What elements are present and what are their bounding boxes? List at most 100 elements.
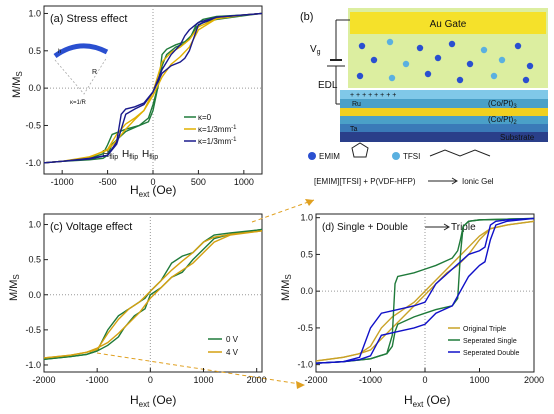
edl-label: EDL (318, 80, 338, 91)
ion-particle (358, 42, 366, 50)
emim-label: EMIM (319, 152, 340, 161)
panel-b-device-schematic: (b) Au Gate Vg EDL + + + + + + + + Ru Ta… (300, 8, 548, 186)
inset-h-label: h (58, 49, 61, 55)
gel-label: Ionic Gel (462, 177, 494, 186)
panel-d-title-arrowhead (443, 223, 450, 231)
inset-R-label: R (92, 69, 97, 76)
panel-c-xlabel: Hext (Oe) (130, 393, 176, 409)
copt-label-top: (Co/Pt)3 (488, 99, 517, 110)
edl-layer (340, 90, 548, 99)
ion-particle (448, 40, 456, 48)
panel-c-voltage-effect: (c) Voltage effect 0 V 4 V M/MS Hext (Oe) (8, 213, 263, 409)
x-tick-label: 0 (148, 375, 153, 385)
au-gate-layer (350, 12, 546, 34)
panel-c-legend: 0 V 4 V (208, 335, 239, 357)
panel-c-title: (c) Voltage effect (50, 221, 132, 233)
x-tick-label: -500 (99, 177, 117, 187)
copt-bottom-layer (340, 116, 548, 124)
copt-label-bottom: (Co/Pt)2 (488, 115, 517, 126)
panel-d-legend: Original Triple Seperated Single Seperat… (448, 326, 520, 357)
tfsi-ion-icon (392, 152, 400, 160)
panel-a-stress-effect: (a) Stress effect h R κ=1/R Hflip Hflip … (11, 5, 263, 199)
legend-label-kappa0: κ=0 (198, 113, 212, 122)
panel-d-title: (d) Single + Double (322, 222, 408, 233)
connector-arrowhead-bottom (296, 381, 305, 389)
panel-1-plot: -2000 -1000 0 1000 2000 -1.0 -0.5 0.0 0.5 1.0 (25, 214, 267, 385)
series-0-descending-branch (315, 220, 535, 362)
ion-particle (386, 38, 394, 46)
series-0-descending-branch (43, 228, 263, 361)
ion-particles (356, 38, 534, 84)
copt-top-layer (340, 99, 548, 108)
panel-c-frame (43, 213, 263, 373)
inset-curved-film (53, 43, 109, 59)
au-gate-label: Au Gate (430, 19, 467, 30)
emim-ion-icon (308, 152, 316, 160)
panel-0-plot: -1000 -500 0 500 1000 -1.0 -0.5 0.0 0.5 1.0 (25, 6, 263, 187)
x-tick-label: 0 (150, 177, 155, 187)
ion-particle (522, 76, 530, 84)
y-tick-label: -0.5 (25, 325, 41, 335)
y-tick-label: 0.0 (28, 83, 41, 93)
connector-arrowhead-top (305, 199, 314, 206)
y-tick-label: 1.0 (300, 213, 313, 223)
ion-particle (370, 56, 378, 64)
legend-label-4v: 4 V (226, 348, 239, 357)
edl-plus-row: + + + + + + + + (350, 92, 396, 99)
panel-d-ylabel: M/MS (280, 274, 293, 301)
connector-arrow-bottom (89, 351, 301, 385)
x-tick-label: 0 (422, 375, 427, 385)
x-tick-label: 1000 (234, 177, 254, 187)
x-tick-label: -1000 (359, 375, 382, 385)
y-tick-label: 0.5 (28, 46, 41, 56)
ion-particle (356, 72, 364, 80)
series-0-ascending-branch (315, 220, 535, 362)
gel-arrow-head (451, 177, 458, 185)
x-tick-label: 1000 (193, 375, 213, 385)
panel-a-hflip-labels: Hflip Hflip Hflip (102, 149, 158, 161)
ion-particle (456, 76, 464, 84)
x-tick-label: 1000 (469, 375, 489, 385)
ion-particle (514, 42, 522, 50)
legend-label-0v: 0 V (226, 335, 239, 344)
series-2-descending-branch (43, 12, 263, 164)
substrate-label: Substrate (500, 133, 535, 142)
x-tick-label: -2000 (304, 375, 327, 385)
x-tick-label: -1000 (86, 375, 109, 385)
ion-particle (434, 54, 442, 62)
panel-c-ylabel: M/MS (8, 274, 21, 301)
y-tick-label: 0.5 (300, 249, 313, 259)
ion-particle (388, 74, 396, 82)
panel-d-xlabel: Hext (Oe) (404, 393, 450, 409)
y-tick-label: -0.5 (25, 120, 41, 130)
ion-particle (402, 60, 410, 68)
connector-arrow-top (251, 199, 315, 223)
series-1-ascending-branch (43, 230, 263, 359)
panel-a-xlabel: Hext (Oe) (130, 183, 176, 199)
ion-particle (498, 56, 506, 64)
panel-a-title: (a) Stress effect (50, 13, 127, 25)
emim-structure-icon (351, 142, 369, 158)
tfsi-label: TFSI (403, 152, 420, 161)
y-tick-label: -1.0 (297, 360, 313, 370)
y-tick-label: 0.0 (300, 286, 313, 296)
ion-particle (424, 70, 432, 78)
ion-particle (480, 46, 488, 54)
gel-formula: [EMIM][TFSI] + P(VDF-HFP) (314, 177, 416, 186)
inset-kappa-label: κ=1/R (70, 100, 87, 106)
y-tick-label: 1.0 (28, 8, 41, 18)
ta-layer (340, 124, 548, 132)
panel-a-legend: κ=0 κ=1/3mm-1 κ=1/3mm-1 (184, 113, 237, 146)
hflip-label-yellow: Hflip (142, 149, 158, 161)
inset-radius-lines (54, 56, 108, 95)
x-tick-label: 500 (191, 177, 206, 187)
ion-particle (526, 62, 534, 70)
hflip-label-green: Hflip (122, 149, 138, 161)
x-tick-label: 2000 (247, 375, 267, 385)
y-tick-label: -0.5 (297, 323, 313, 333)
y-tick-label: -1.0 (25, 158, 41, 168)
x-tick-label: 2000 (524, 375, 544, 385)
substrate-layer (340, 132, 548, 142)
y-tick-label: -1.0 (25, 360, 41, 370)
